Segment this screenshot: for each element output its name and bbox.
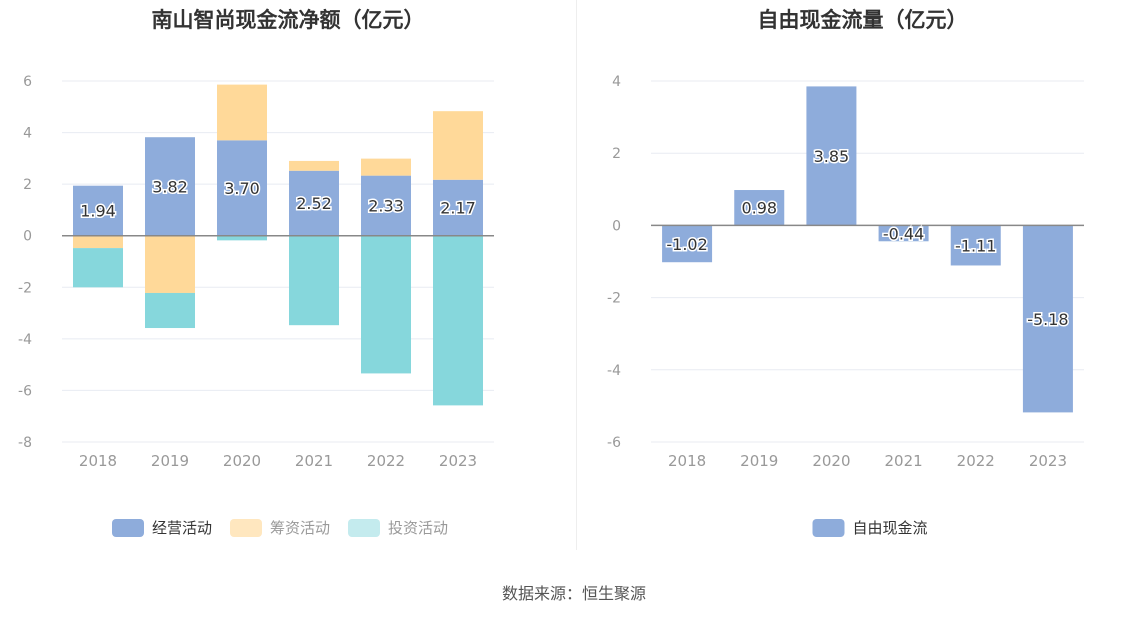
y-tick-label: 4 bbox=[612, 74, 621, 90]
panel-divider bbox=[576, 0, 577, 550]
x-tick-label: 2023 bbox=[1029, 452, 1067, 470]
data-source-note: 数据来源：恒生聚源 bbox=[501, 584, 646, 603]
legend-swatch bbox=[230, 519, 262, 537]
x-tick-label: 2020 bbox=[812, 452, 850, 470]
y-tick-label: 2 bbox=[23, 177, 32, 193]
data-label: 0.98 bbox=[741, 199, 777, 218]
bar-自由现金流 bbox=[662, 225, 713, 263]
legend-item-投资活动[interactable]: 投资活动 bbox=[348, 519, 448, 537]
x-tick-label: 2019 bbox=[151, 452, 189, 470]
y-tick-label: 4 bbox=[23, 126, 32, 142]
bar-投资活动 bbox=[73, 248, 123, 288]
bar-筹资活动 bbox=[289, 160, 339, 171]
bar-投资活动 bbox=[145, 292, 195, 329]
x-tick-label: 2021 bbox=[884, 452, 922, 470]
y-tick-label: -6 bbox=[18, 383, 32, 399]
x-tick-label: 2022 bbox=[367, 452, 405, 470]
bar-筹资活动 bbox=[145, 235, 195, 293]
legend-swatch bbox=[812, 519, 845, 537]
x-tick-label: 2020 bbox=[223, 452, 261, 470]
bar-筹资活动 bbox=[433, 111, 483, 180]
data-label: 3.70 bbox=[224, 179, 260, 198]
free-cash-flow-chart: 自由现金流量（亿元） -6 -4 -2 0 2 4 2018 2019 2020 2021 2022… bbox=[577, 0, 1148, 560]
bar-经营活动 bbox=[73, 185, 123, 236]
y-tick-label: 6 bbox=[23, 74, 32, 90]
y-tick-label: -2 bbox=[18, 280, 32, 296]
x-tick-label: 2018 bbox=[79, 452, 117, 470]
bar-筹资活动 bbox=[361, 158, 411, 176]
bar-投资活动 bbox=[289, 235, 339, 326]
bar-自由现金流 bbox=[878, 225, 929, 242]
data-label: 3.82 bbox=[152, 177, 188, 196]
data-label: 3.85 bbox=[814, 147, 850, 166]
legend-label: 筹资活动 bbox=[270, 519, 330, 537]
legend-label: 经营活动 bbox=[152, 519, 212, 537]
chart-title: 自由现金流量（亿元） bbox=[757, 8, 968, 32]
y-tick-label: -4 bbox=[18, 332, 32, 348]
bar-经营活动 bbox=[217, 140, 267, 236]
bar-筹资活动 bbox=[217, 84, 267, 141]
y-tick-label: -4 bbox=[607, 363, 621, 379]
bar-自由现金流 bbox=[950, 225, 1001, 266]
bar-经营活动 bbox=[145, 137, 195, 236]
legend-swatch bbox=[112, 519, 144, 537]
legend-item-筹资活动[interactable]: 筹资活动 bbox=[230, 519, 330, 537]
bar-自由现金流 bbox=[806, 86, 857, 226]
data-label: 2.52 bbox=[296, 194, 332, 213]
data-label: -1.02 bbox=[666, 235, 707, 254]
bar-筹资活动 bbox=[73, 235, 123, 249]
y-tick-label: -2 bbox=[607, 291, 621, 307]
y-tick-label: -8 bbox=[18, 435, 32, 451]
cash-flow-net-chart: 南山智尚现金流净额（亿元） -8 -6 -4 -2 0 2 4 6 2018 2019 2020 20… bbox=[0, 0, 576, 560]
data-label: 2.33 bbox=[368, 197, 404, 216]
bar-投资活动 bbox=[433, 235, 483, 406]
y-tick-label: 2 bbox=[612, 146, 621, 162]
legend-swatch bbox=[348, 519, 380, 537]
x-tick-label: 2018 bbox=[668, 452, 706, 470]
free-cash-flow-plot: -6 -4 -2 0 2 4 2018 2019 2020 2021 2022 2023 -1.02 0.… bbox=[607, 74, 1084, 537]
x-tick-label: 2022 bbox=[957, 452, 995, 470]
chart-title: 南山智尚现金流净额（亿元） bbox=[151, 8, 425, 32]
bar-经营活动 bbox=[361, 175, 411, 236]
bar-经营活动 bbox=[433, 179, 483, 236]
legend-item-经营活动[interactable]: 经营活动 bbox=[112, 519, 212, 537]
x-tick-label: 2019 bbox=[740, 452, 778, 470]
bar-自由现金流 bbox=[734, 190, 785, 226]
data-label: -5.18 bbox=[1027, 310, 1068, 329]
y-tick-label: 0 bbox=[23, 229, 32, 245]
legend-label: 自由现金流 bbox=[853, 519, 928, 537]
y-tick-label: 0 bbox=[612, 218, 621, 234]
data-label: -1.11 bbox=[955, 236, 996, 255]
bar-经营活动 bbox=[289, 170, 339, 236]
data-label: 2.17 bbox=[440, 199, 476, 218]
x-tick-label: 2023 bbox=[439, 452, 477, 470]
data-label: 1.94 bbox=[80, 202, 116, 221]
cash-flow-net-plot: -8 -6 -4 -2 0 2 4 6 2018 2019 2020 2021 2022 2023 1.94… bbox=[18, 74, 494, 537]
x-tick-label: 2021 bbox=[295, 452, 333, 470]
bar-投资活动 bbox=[217, 235, 267, 241]
bar-投资活动 bbox=[361, 235, 411, 374]
legend-item-自由现金流[interactable]: 自由现金流 bbox=[812, 519, 928, 537]
legend-label: 投资活动 bbox=[388, 519, 448, 537]
y-tick-label: -6 bbox=[607, 435, 621, 451]
bar-自由现金流 bbox=[1022, 225, 1073, 413]
data-label: -0.44 bbox=[883, 224, 924, 243]
